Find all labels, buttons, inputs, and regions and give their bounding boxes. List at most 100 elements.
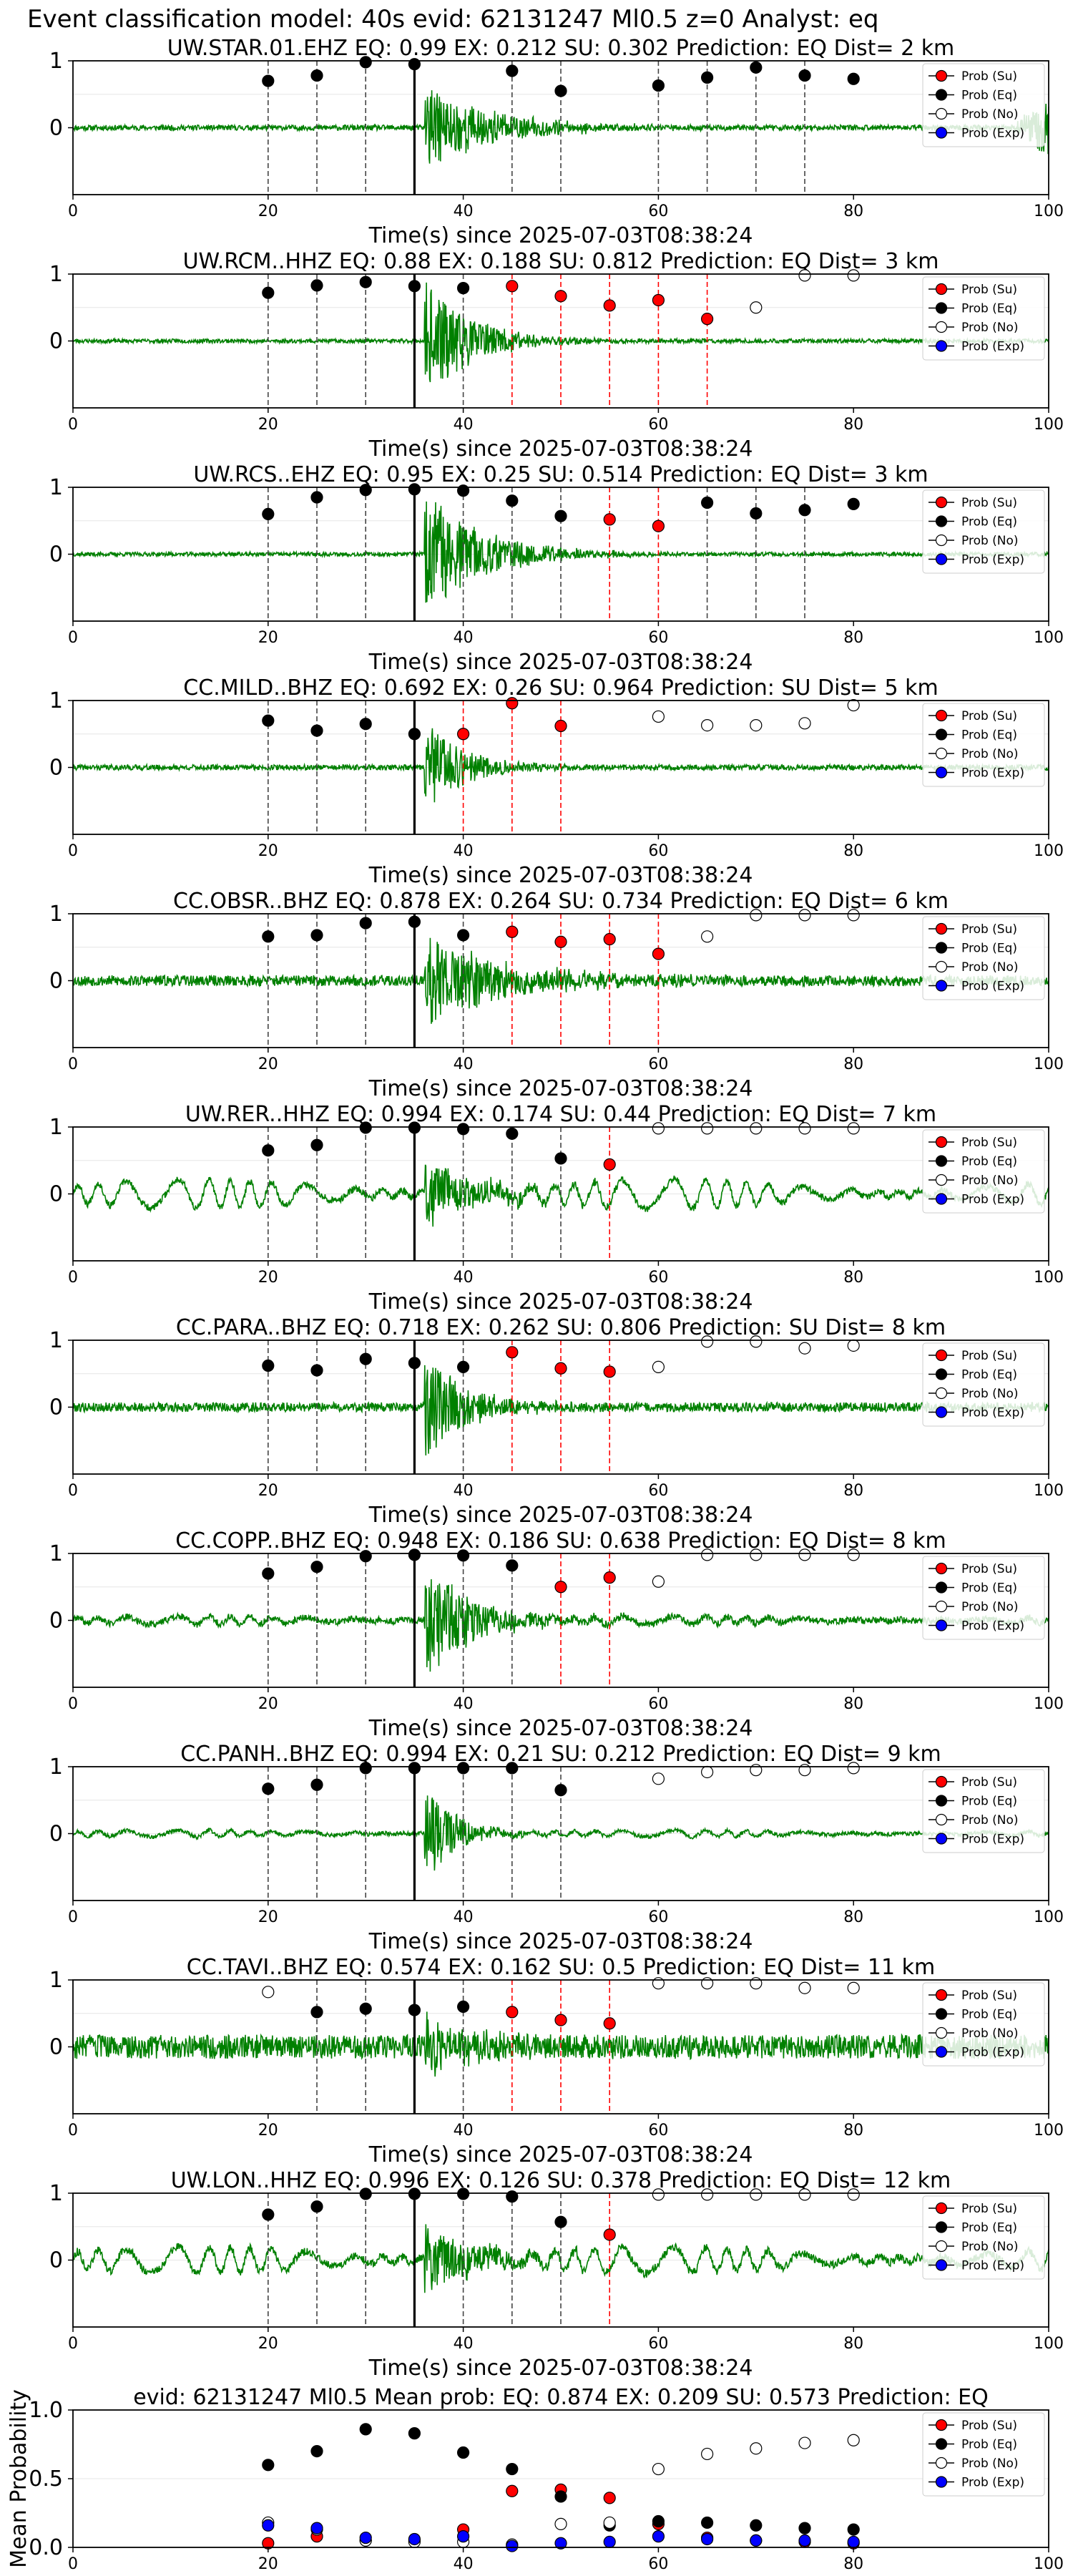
prob-point-su <box>652 293 665 307</box>
y-tick-label: 0 <box>49 756 63 781</box>
x-tick-label: 20 <box>258 2335 278 2353</box>
prob-point-eq <box>408 2004 421 2016</box>
prob-point-no <box>798 1342 811 1355</box>
legend-box <box>922 1129 1045 1214</box>
legend-marker-eq <box>935 515 948 527</box>
x-tick-label: 80 <box>843 629 863 647</box>
legend-marker-no <box>935 747 948 760</box>
prob-point-no <box>847 698 860 712</box>
station-panel-0: UW.STAR.01.EHZ EQ: 0.99 EX: 0.212 SU: 0.… <box>49 36 1064 248</box>
x-tick-label: 100 <box>1034 2555 1064 2573</box>
x-tick-label: 0 <box>68 2335 78 2353</box>
prob-point-no <box>798 909 811 922</box>
y-tick-label: 1 <box>49 902 63 927</box>
prob-point-no <box>700 930 714 943</box>
prob-point-no <box>798 2188 811 2201</box>
prob-point-eq <box>408 2187 421 2200</box>
prob-point-eq <box>310 69 323 82</box>
prob-point-su <box>554 1362 567 1375</box>
prob-point-eq <box>456 282 470 295</box>
legend-marker-no <box>935 1387 948 1400</box>
x-tick-label: 100 <box>1034 2122 1064 2140</box>
mean-point-su <box>506 2484 519 2497</box>
prob-point-eq <box>506 64 519 77</box>
prob-point-su <box>603 932 616 946</box>
prob-point-eq <box>408 728 421 741</box>
legend-marker-exp <box>935 2259 948 2271</box>
legend-label-su: Prob (Su) <box>961 1349 1017 1363</box>
prob-point-eq <box>506 2190 519 2203</box>
legend-marker-no <box>935 2026 948 2039</box>
x-tick-label: 60 <box>648 203 668 220</box>
x-tick-label: 0 <box>68 1055 78 1073</box>
x-tick-label: 40 <box>454 1482 474 1500</box>
mean-point-exp <box>603 2535 616 2548</box>
prob-point-no <box>652 1360 665 1374</box>
x-tick-label: 40 <box>454 1055 474 1073</box>
prob-point-su <box>603 513 616 526</box>
station-panel-3: CC.MILD..BHZ EQ: 0.692 EX: 0.26 SU: 0.96… <box>49 675 1064 888</box>
x-tick-label: 40 <box>454 842 474 860</box>
legend-label-exp: Prob (Exp) <box>961 127 1024 141</box>
legend-box <box>922 63 1045 147</box>
x-tick-label: 40 <box>454 629 474 647</box>
prob-point-eq <box>554 1784 567 1797</box>
x-tick-label: 100 <box>1034 1695 1064 1713</box>
legend-label-no: Prob (No) <box>961 1387 1019 1401</box>
legend-marker-su <box>935 1775 948 1788</box>
y-tick-label: 0 <box>49 116 63 141</box>
prob-point-eq <box>262 74 275 87</box>
x-tick-label: 20 <box>258 1269 278 1287</box>
y-tick-label: 0.0 <box>29 2535 63 2560</box>
legend-marker-exp <box>935 1619 948 1631</box>
legend-label-eq: Prob (Eq) <box>961 942 1017 956</box>
x-tick-label: 80 <box>843 1695 863 1713</box>
legend-label-su: Prob (Su) <box>961 69 1017 84</box>
y-tick-label: 0 <box>49 1609 63 1634</box>
x-tick-label: 80 <box>843 416 863 434</box>
mean-point-no <box>750 2442 763 2455</box>
x-axis-label: Time(s) since 2025-07-03T08:38:24 <box>368 2356 753 2381</box>
x-tick-label: 20 <box>258 629 278 647</box>
prob-point-eq <box>359 1762 372 1775</box>
prob-point-no <box>847 1122 860 1135</box>
legend-marker-eq <box>935 1368 948 1380</box>
legend-marker-eq <box>935 1581 948 1594</box>
station-panel-9: CC.TAVI..BHZ EQ: 0.574 EX: 0.162 SU: 0.5… <box>49 1955 1064 2167</box>
prob-point-eq <box>554 2215 567 2228</box>
prob-point-su <box>652 947 665 960</box>
x-tick-label: 80 <box>843 1482 863 1500</box>
x-tick-label: 100 <box>1034 1908 1064 1926</box>
prob-point-eq <box>262 1144 275 1157</box>
prob-point-eq <box>310 2200 323 2213</box>
prob-point-no <box>652 710 665 723</box>
mean-point-exp <box>456 2530 470 2543</box>
y-tick-label: 1 <box>49 688 63 713</box>
legend-box <box>922 1556 1045 1640</box>
panel-title: CC.PANH..BHZ EQ: 0.994 EX: 0.21 SU: 0.21… <box>180 1742 941 1767</box>
legend-label-exp: Prob (Exp) <box>961 1193 1024 1207</box>
mean-point-eq <box>310 2445 323 2458</box>
prob-point-eq <box>310 279 323 292</box>
prob-point-no <box>750 1335 763 1348</box>
x-tick-label: 100 <box>1034 2335 1064 2353</box>
prob-point-eq <box>847 72 860 85</box>
legend-marker-no <box>935 960 948 973</box>
prob-point-eq <box>456 1762 470 1775</box>
prob-point-eq <box>408 483 421 496</box>
prob-point-eq <box>262 286 275 299</box>
x-tick-label: 100 <box>1034 416 1064 434</box>
x-tick-label: 60 <box>648 1269 668 1287</box>
legend-label-no: Prob (No) <box>961 107 1019 122</box>
waveform-trace <box>72 1795 1049 1871</box>
prob-point-eq <box>310 1364 323 1377</box>
prob-point-eq <box>310 1778 323 1791</box>
legend-marker-exp <box>935 340 948 352</box>
prob-point-eq <box>310 2006 323 2019</box>
prob-point-eq <box>700 496 714 509</box>
legend-label-eq: Prob (Eq) <box>961 1795 1017 1809</box>
legend-marker-eq <box>935 89 948 101</box>
mean-point-exp <box>700 2532 714 2546</box>
legend-label-no: Prob (No) <box>961 321 1019 335</box>
x-tick-label: 60 <box>648 1055 668 1073</box>
